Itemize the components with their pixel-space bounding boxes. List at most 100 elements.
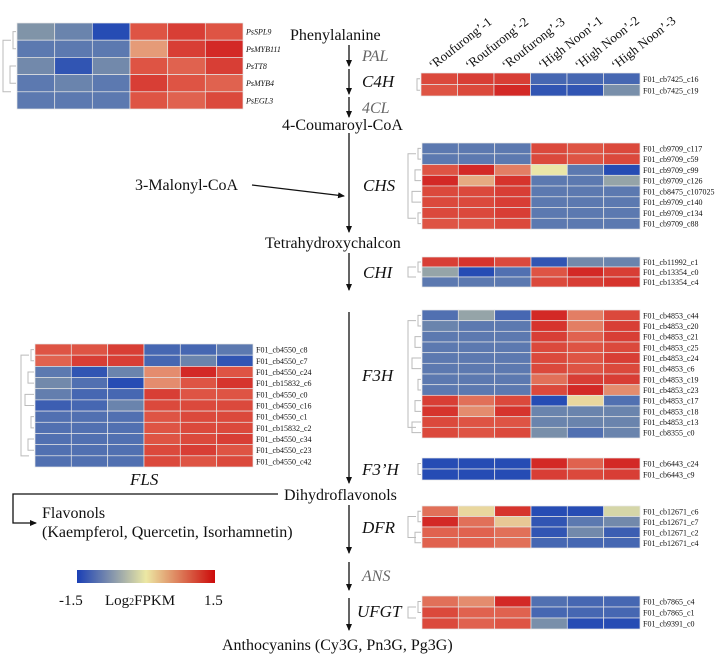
heatmap-cell xyxy=(494,153,532,165)
heatmap-cell xyxy=(107,377,145,390)
heatmap-cell xyxy=(143,366,181,378)
heatmap-cell xyxy=(457,330,495,343)
gene-label: F01_cb9709_c59 xyxy=(643,155,699,164)
heatmap-cell xyxy=(603,256,641,268)
heatmap-cell xyxy=(143,388,181,401)
heatmap-cell xyxy=(457,196,495,208)
heatmap-cell xyxy=(16,91,56,110)
heatmap-c4h: F01_cb7425_c16 F01_cb7425_c19 xyxy=(416,72,699,97)
heatmap-cell xyxy=(129,39,169,58)
heatmap-cell xyxy=(530,617,568,630)
gene-label: F01_cb4853_c18 xyxy=(643,407,699,416)
heatmap-cell xyxy=(603,153,641,165)
enzyme-f3h: F3H xyxy=(361,366,395,385)
heatmap-cell xyxy=(493,84,531,97)
heatmap-cell xyxy=(34,354,72,367)
gene-label: F01_cb7425_c19 xyxy=(643,86,699,95)
heatmap-cell xyxy=(566,362,604,375)
heatmap-cell xyxy=(566,617,604,630)
heatmap-cell xyxy=(457,153,495,165)
heatmap-cell xyxy=(91,57,131,75)
heatmap-cell xyxy=(603,505,641,517)
heatmap-cell xyxy=(91,91,131,110)
heatmap-cell xyxy=(603,276,641,288)
heatmap-cell xyxy=(421,505,459,517)
heatmap-cell xyxy=(566,142,604,155)
heatmap-cell xyxy=(421,537,459,549)
heatmap-cell xyxy=(530,457,568,470)
gene-label: F01_cb4853_c21 xyxy=(643,333,699,342)
heatmap-cell xyxy=(179,410,217,423)
heatmap-cell xyxy=(530,352,568,364)
heatmap-cell xyxy=(530,196,568,208)
heatmap-cell xyxy=(216,343,254,356)
heatmap-cell xyxy=(603,309,641,322)
heatmap-cell xyxy=(54,91,93,110)
compound-dihydroflavonols: Dihydroflavonols xyxy=(284,487,397,504)
heatmap-cell xyxy=(603,606,641,619)
gene-label: PsMYB4 xyxy=(245,79,274,88)
heatmap-cell xyxy=(566,266,604,278)
gene-label: F01_cb9709_c126 xyxy=(643,177,703,186)
heatmap-cell xyxy=(603,217,641,230)
heatmap-cell xyxy=(494,174,532,187)
gene-label: PsTT8 xyxy=(245,62,267,71)
heatmap-cell xyxy=(530,174,568,187)
heatmap-cell xyxy=(566,174,604,187)
heatmap-cell xyxy=(457,394,495,407)
heatmap-cell xyxy=(179,421,217,434)
heatmap-cell xyxy=(494,405,532,418)
heatmap-cell xyxy=(530,266,568,278)
heatmap-cell xyxy=(457,384,495,396)
heatmap-cell xyxy=(603,384,641,396)
heatmap-cell xyxy=(204,57,244,75)
heatmap-cell xyxy=(107,455,145,468)
gene-label: F01_cb4550_c24 xyxy=(256,368,312,377)
heatmap-cell xyxy=(603,164,641,176)
heatmap-cell xyxy=(494,537,532,549)
gene-label: F01_cb12671_c7 xyxy=(643,518,699,527)
heatmap-cell xyxy=(457,352,495,364)
heatmap-cell xyxy=(603,617,641,630)
heatmap-cell xyxy=(566,330,604,343)
enzyme-4cl: 4CL xyxy=(362,100,390,117)
heatmap-cell xyxy=(530,537,568,549)
gene-label: F01_cb9709_c88 xyxy=(643,220,699,229)
heatmap-cell xyxy=(421,142,459,155)
heatmap-cell xyxy=(216,410,254,423)
heatmap-cell xyxy=(457,84,495,97)
heatmap-chs: F01_cb9709_c117 F01_cb9709_c59 F01_cb9709_… xyxy=(407,142,715,230)
heatmap-cell xyxy=(457,416,495,428)
heatmap-cell xyxy=(216,388,254,401)
heatmap-cell xyxy=(70,410,108,423)
enzyme-c4h: C4H xyxy=(362,72,396,91)
heatmap-cell xyxy=(70,354,108,367)
compound-flavonols-detail: (Kaempferol, Quercetin, Isorhamnetin) xyxy=(42,524,293,541)
heatmap-cell xyxy=(603,405,641,418)
heatmap-cell xyxy=(566,394,604,407)
heatmap-cell xyxy=(421,405,459,418)
gene-label: F01_cb4550_c42 xyxy=(256,457,312,466)
gene-label: F01_cb4550_c8 xyxy=(256,346,308,355)
heatmap-cell xyxy=(603,207,641,219)
heatmap-cell xyxy=(566,256,604,268)
enzyme-pal: PAL xyxy=(361,48,388,65)
heatmap-cell xyxy=(179,433,217,446)
heatmap-cell xyxy=(16,39,56,58)
heatmap-cell xyxy=(530,384,568,396)
heatmap-cell xyxy=(143,343,181,356)
gene-label: F01_cb9709_c134 xyxy=(643,209,703,218)
gene-label: PsEGL3 xyxy=(245,96,273,105)
heatmap-cell xyxy=(494,362,532,375)
heatmap-cell xyxy=(107,433,145,446)
heatmap-cell xyxy=(34,366,72,378)
heatmap-cell xyxy=(566,276,604,288)
legend-label: Log2FPKM xyxy=(105,593,175,609)
compound-anthocyanins: Anthocyanins (Cy3G, Pn3G, Pg3G) xyxy=(222,637,453,654)
heatmap-cell xyxy=(603,84,641,97)
compound-malonyl-coa: 3-Malonyl-CoA xyxy=(135,177,239,194)
heatmap-cell xyxy=(603,185,641,198)
heatmap-cell xyxy=(421,164,459,176)
heatmap-cell xyxy=(421,426,459,439)
